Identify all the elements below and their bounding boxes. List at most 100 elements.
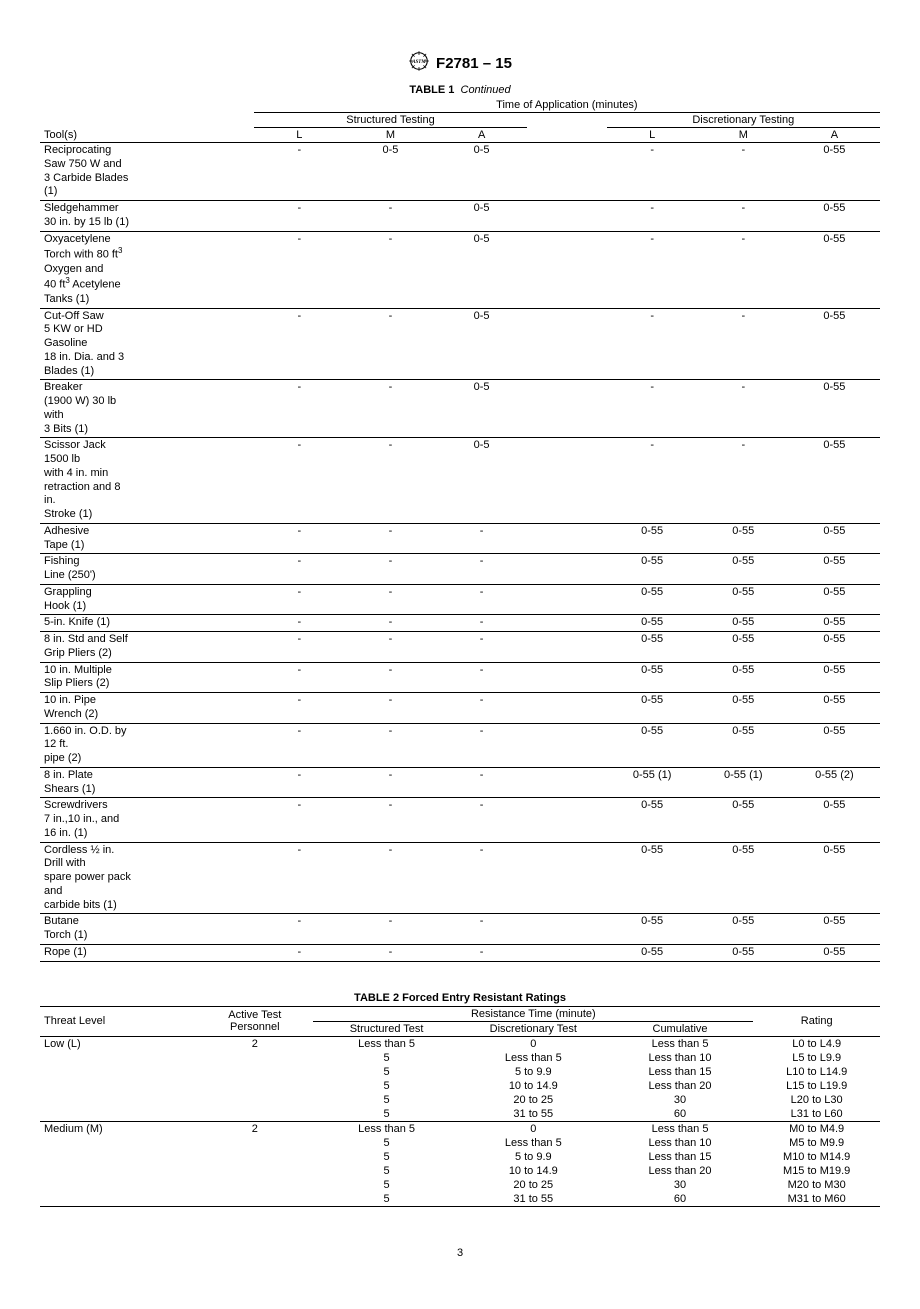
table-row: Breaker(1900 W) 30 lbwith3 Bits (1)--0-5… (40, 380, 880, 438)
value-cell: - (254, 632, 345, 663)
table-row: 531 to 5560L31 to L60 (40, 1107, 880, 1122)
tool-cell: Screwdrivers7 in.,10 in., and16 in. (1) (40, 798, 254, 842)
value-cell: 0-55 (789, 693, 880, 724)
value-cell: - (698, 380, 789, 438)
table2-caption: TABLE 2 Forced Entry Resistant Ratings (40, 992, 880, 1004)
value-cell: M0 to M4.9 (753, 1121, 880, 1136)
threat-cell (40, 1093, 196, 1107)
tool-cell: ReciprocatingSaw 750 W and3 Carbide Blad… (40, 143, 254, 201)
table-row: 520 to 2530M20 to M30 (40, 1178, 880, 1192)
threat-cell (40, 1150, 196, 1164)
value-cell: - (254, 308, 345, 380)
value-cell: - (254, 798, 345, 842)
value-cell: 31 to 55 (460, 1192, 607, 1207)
value-cell: 5 to 9.9 (460, 1065, 607, 1079)
value-cell: - (254, 662, 345, 693)
value-cell: - (254, 143, 345, 201)
personnel-cell (196, 1093, 313, 1107)
value-cell: 0-55 (789, 143, 880, 201)
table1-discretionary-header: Discretionary Testing (607, 113, 880, 128)
value-cell: 0-5 (436, 380, 527, 438)
value-cell: - (607, 143, 698, 201)
threat-cell (40, 1065, 196, 1079)
value-cell: Less than 20 (607, 1164, 754, 1178)
tool-cell: AdhesiveTape (1) (40, 523, 254, 554)
personnel-cell (196, 1178, 313, 1192)
value-cell: 30 (607, 1178, 754, 1192)
value-cell: - (698, 201, 789, 232)
table-row: Cut-Off Saw5 KW or HDGasoline18 in. Dia.… (40, 308, 880, 380)
value-cell: 0-55 (698, 523, 789, 554)
value-cell: 0-55 (789, 584, 880, 615)
value-cell: - (254, 438, 345, 524)
value-cell: 0-55 (789, 554, 880, 585)
table-row: 8 in. Std and SelfGrip Pliers (2)---0-55… (40, 632, 880, 663)
value-cell: 0-55 (698, 584, 789, 615)
document-header: ASTM F2781 – 15 (40, 50, 880, 76)
value-cell: 5 (313, 1079, 460, 1093)
document-id: F2781 – 15 (436, 55, 512, 72)
value-cell: - (345, 842, 436, 914)
table1-structured-header: Structured Testing (254, 113, 527, 128)
value-cell: - (345, 380, 436, 438)
value-cell: 31 to 55 (460, 1107, 607, 1122)
value-cell: Less than 5 (460, 1051, 607, 1065)
value-cell: M15 to M19.9 (753, 1164, 880, 1178)
table-row: 510 to 14.9Less than 20M15 to M19.9 (40, 1164, 880, 1178)
value-cell: - (345, 944, 436, 961)
value-cell: 0-5 (436, 438, 527, 524)
threat-cell (40, 1051, 196, 1065)
tool-cell: Rope (1) (40, 944, 254, 961)
value-cell: 10 to 14.9 (460, 1164, 607, 1178)
table-row: ButaneTorch (1)---0-550-550-55 (40, 914, 880, 945)
table1-caption: TABLE 1 Continued (40, 84, 880, 96)
threat-cell (40, 1107, 196, 1122)
value-cell: 5 to 9.9 (460, 1150, 607, 1164)
t2-resistance-header: Resistance Time (minute) (313, 1006, 753, 1021)
table-row: AdhesiveTape (1)---0-550-550-55 (40, 523, 880, 554)
astm-logo-icon: ASTM (408, 50, 430, 76)
value-cell: - (254, 693, 345, 724)
table1: Time of Application (minutes) Structured… (40, 98, 880, 962)
tool-cell: OxyacetyleneTorch with 80 ft3Oxygen and4… (40, 231, 254, 308)
value-cell: - (436, 944, 527, 961)
value-cell: 0-55 (789, 231, 880, 308)
value-cell: - (436, 914, 527, 945)
value-cell: - (345, 231, 436, 308)
value-cell: 0-55 (1) (607, 767, 698, 798)
value-cell: - (345, 632, 436, 663)
value-cell: 20 to 25 (460, 1093, 607, 1107)
value-cell: 5 (313, 1107, 460, 1122)
value-cell: - (254, 201, 345, 232)
value-cell: 10 to 14.9 (460, 1079, 607, 1093)
value-cell: - (436, 693, 527, 724)
tool-cell: 5-in. Knife (1) (40, 615, 254, 632)
table-row: 5Less than 5Less than 10M5 to M9.9 (40, 1136, 880, 1150)
value-cell: - (436, 615, 527, 632)
value-cell: 5 (313, 1065, 460, 1079)
value-cell: - (698, 143, 789, 201)
value-cell: 0-55 (607, 632, 698, 663)
tool-cell: 10 in. PipeWrench (2) (40, 693, 254, 724)
value-cell: - (436, 798, 527, 842)
value-cell: 0-55 (607, 914, 698, 945)
value-cell: - (345, 308, 436, 380)
threat-cell (40, 1079, 196, 1093)
t2-rating-header: Rating (753, 1006, 880, 1036)
value-cell: - (254, 615, 345, 632)
value-cell: - (345, 584, 436, 615)
value-cell: Less than 10 (607, 1136, 754, 1150)
personnel-cell (196, 1051, 313, 1065)
personnel-cell (196, 1136, 313, 1150)
value-cell: 0-55 (789, 438, 880, 524)
value-cell: - (436, 523, 527, 554)
value-cell: 5 (313, 1093, 460, 1107)
value-cell: - (254, 914, 345, 945)
value-cell: 0-55 (698, 615, 789, 632)
value-cell: 0-55 (698, 632, 789, 663)
value-cell: - (436, 662, 527, 693)
table-row: 531 to 5560M31 to M60 (40, 1192, 880, 1207)
table-row: 5Less than 5Less than 10L5 to L9.9 (40, 1051, 880, 1065)
value-cell: 0-55 (698, 944, 789, 961)
table-row: ReciprocatingSaw 750 W and3 Carbide Blad… (40, 143, 880, 201)
